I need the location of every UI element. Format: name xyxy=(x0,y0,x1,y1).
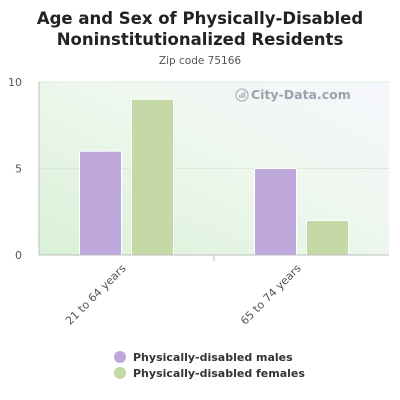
x-tick-label: 65 to 74 years xyxy=(238,262,304,328)
legend-label-females: Physically-disabled females xyxy=(133,366,305,380)
y-tick-label: 5 xyxy=(15,163,22,176)
bar-females-0 xyxy=(131,98,174,256)
legend-item-females: Physically-disabled females xyxy=(114,365,305,381)
bar-females-1 xyxy=(306,219,349,256)
bar-males-1 xyxy=(254,168,297,256)
legend-label-males: Physically-disabled males xyxy=(133,350,293,364)
legend-item-males: Physically-disabled males xyxy=(114,349,305,365)
y-tick-label: 0 xyxy=(15,249,22,262)
legend-swatch-females xyxy=(114,367,126,379)
watermark-text: City-Data.com xyxy=(251,87,351,102)
x-tick-label: 21 to 64 years xyxy=(63,262,129,328)
bar-males-0 xyxy=(79,150,122,256)
legend: Physically-disabled males Physically-dis… xyxy=(114,349,305,381)
city-data-logo-icon xyxy=(235,88,249,102)
chart-title: Age and Sex of Physically-Disabled Nonin… xyxy=(36,9,364,49)
watermark: City-Data.com xyxy=(235,87,351,102)
chart-subtitle: Zip code 75166 xyxy=(158,55,242,67)
y-tick-label: 10 xyxy=(8,76,22,89)
legend-swatch-males xyxy=(114,351,126,363)
